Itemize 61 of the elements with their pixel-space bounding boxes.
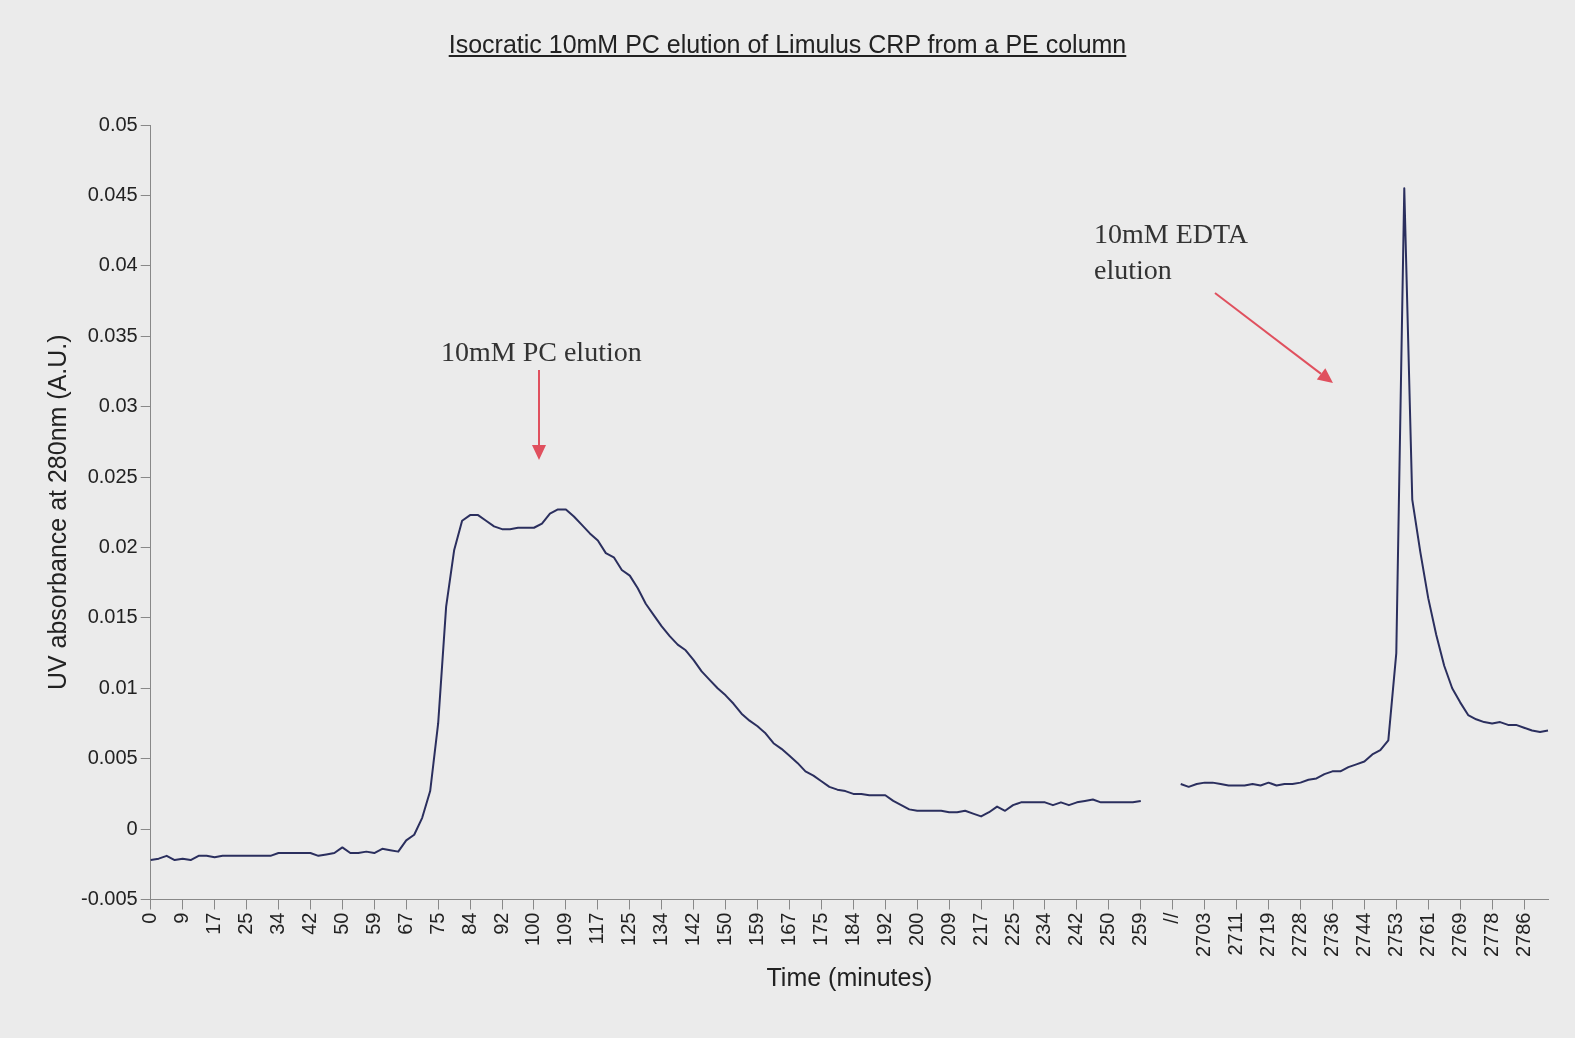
y-tick-label: 0.035 [87, 323, 138, 346]
x-tick-label: 2778 [1479, 912, 1502, 958]
x-tick-label: // [1160, 912, 1183, 924]
x-tick-label: 259 [1128, 912, 1151, 946]
annotation: 10mM EDTA elution [1094, 217, 1249, 287]
x-tick-label: 84 [457, 912, 480, 935]
y-axis-title: UV absorbance at 280nm (A.U.) [42, 334, 71, 691]
x-tick-label: 2719 [1256, 912, 1279, 958]
x-tick-label: 109 [553, 912, 576, 946]
x-tick-label: 2736 [1319, 912, 1342, 958]
y-tick-label: 0.01 [98, 675, 138, 698]
x-tick-label: 209 [936, 912, 959, 946]
chart-title: Isocratic 10mM PC elution of Limulus CRP from a PE column [447, 30, 1128, 59]
x-tick-label: 0 [138, 912, 161, 924]
x-tick-label: 42 [297, 912, 320, 935]
x-tick-label: 175 [808, 912, 831, 946]
annotation: 10mM PC elution [441, 335, 642, 369]
x-tick-label: 2703 [1192, 912, 1215, 958]
x-tick-label: 25 [234, 912, 257, 935]
x-tick-label: 159 [745, 912, 768, 946]
y-tick-label: 0.03 [98, 394, 138, 417]
x-tick-label: 34 [265, 912, 288, 935]
x-tick-label: 192 [872, 912, 895, 946]
y-tick-label: 0 [126, 816, 138, 839]
x-tick-label: 59 [361, 912, 384, 935]
x-tick-label: 9 [170, 912, 193, 924]
y-tick-label: 0.02 [98, 534, 138, 557]
x-tick-label: 225 [1000, 912, 1023, 946]
x-tick-label: 184 [840, 912, 863, 946]
x-tick-label: 167 [776, 912, 799, 946]
y-tick-label: 0.025 [87, 464, 138, 487]
x-tick-label: 50 [329, 912, 352, 935]
y-tick-label: 0.015 [87, 605, 138, 628]
x-tick-label: 2753 [1383, 912, 1406, 958]
x-tick-label: 142 [681, 912, 704, 946]
y-tick-label: 0.05 [98, 112, 138, 135]
y-tick-label: 0.045 [87, 182, 138, 205]
x-tick-label: 100 [521, 912, 544, 946]
x-tick-label: 217 [968, 912, 991, 946]
x-tick-label: 17 [202, 912, 225, 935]
y-tick-label: -0.005 [80, 887, 138, 910]
x-tick-label: 2744 [1351, 912, 1374, 958]
x-tick-label: 117 [585, 912, 608, 945]
x-axis-title: Time (minutes) [766, 962, 933, 991]
x-tick-label: 200 [904, 912, 927, 946]
x-tick-label: 67 [393, 912, 416, 935]
x-tick-label: 75 [425, 912, 448, 935]
x-tick-label: 150 [713, 912, 736, 946]
x-tick-label: 2786 [1511, 912, 1534, 958]
x-tick-label: 2761 [1415, 912, 1438, 958]
y-tick-label: 0.04 [98, 253, 138, 276]
x-tick-label: 2728 [1288, 912, 1310, 958]
x-tick-label: 234 [1032, 912, 1055, 946]
x-tick-label: 92 [489, 912, 512, 935]
x-tick-label: 250 [1096, 912, 1119, 946]
y-tick-label: 0.005 [87, 746, 138, 769]
x-tick-label: 125 [617, 912, 640, 946]
x-tick-label: 2711 [1224, 912, 1247, 956]
x-tick-label: 134 [649, 912, 672, 946]
x-tick-label: 242 [1064, 912, 1087, 946]
x-tick-label: 2769 [1447, 912, 1470, 958]
